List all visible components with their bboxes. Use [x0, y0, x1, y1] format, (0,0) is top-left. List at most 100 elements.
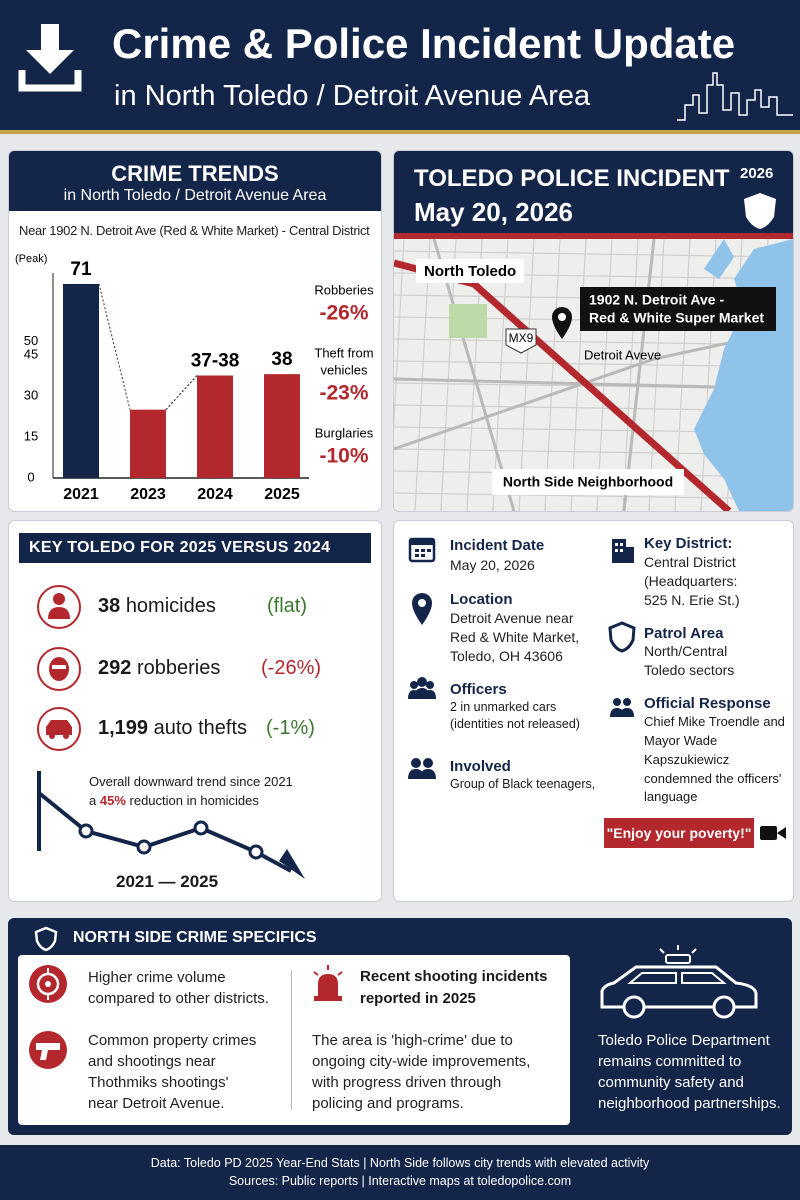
detail-line: Chief Mike Troendle and — [644, 714, 785, 729]
detail-heading: Officers — [450, 681, 507, 698]
subtitle: in North Toledo / Detroit Avenue Area — [114, 80, 591, 112]
detail-line: 2 in unmarked cars — [450, 700, 557, 714]
specifics-line: compared to other districts. — [88, 990, 269, 1007]
trend-text: reduction in homicides — [129, 793, 259, 808]
specifics-line: Thothmiks shootings' — [88, 1074, 229, 1091]
header: Crime & Police Incident Update in North … — [0, 0, 800, 130]
chart-subtitle: in North Toledo / Detroit Avenue Area — [63, 187, 327, 204]
detail-heading: Key District: — [644, 535, 733, 552]
stat-number: 1,199 — [98, 717, 149, 739]
stat-label: homicides — [125, 595, 216, 617]
street-label: Detroit Aveve — [584, 347, 661, 362]
detail-icons — [608, 539, 636, 717]
road — [394, 492, 793, 500]
download-icon — [18, 24, 82, 92]
trends-panel: CRIME TRENDS in North Toledo / Detroit A… — [8, 150, 382, 512]
detail-heading: Involved — [450, 758, 511, 775]
y-tick-label: 15 — [24, 428, 38, 443]
skyline — [677, 72, 793, 121]
area-label-box — [416, 259, 524, 283]
detail-line: Red & White Market, — [450, 629, 580, 645]
change-value: -23% — [319, 382, 368, 405]
detail-heading: Patrol Area — [644, 625, 724, 642]
footer-line: Data: Toledo PD 2025 Year-End Stats | No… — [150, 1156, 650, 1170]
stat-label: auto thefts — [153, 717, 248, 739]
route-shield — [505, 328, 537, 354]
road — [414, 239, 431, 511]
footer — [0, 1145, 800, 1200]
road — [622, 239, 656, 511]
change-label: vehicles — [321, 362, 368, 377]
map: North Toledo 1902 N. Detroit Ave - Red &… — [394, 239, 793, 511]
header-rule — [0, 130, 800, 134]
detail-heading: Official Response — [644, 695, 771, 712]
detail-line: 525 N. Erie St.) — [644, 592, 740, 608]
specifics-line: and shootings near — [88, 1053, 216, 1070]
stat-change: (-1%) — [266, 717, 315, 739]
detail-heading: Location — [450, 591, 513, 608]
trend-highlight: 45% — [99, 793, 126, 808]
change-label: Burglaries — [315, 425, 374, 440]
detail-line: Group of Black teenagers, — [450, 777, 596, 791]
police-car-icon — [600, 945, 758, 1019]
detail-icons — [408, 537, 436, 779]
neighborhood-box — [492, 469, 684, 495]
incident-header — [394, 151, 793, 233]
quote: "Enjoy your poverty!" — [606, 825, 752, 841]
bar — [264, 374, 300, 478]
x-tick-label: 2023 — [130, 486, 166, 503]
shooting-line: The area is 'high-crime' due to — [312, 1032, 513, 1049]
road — [544, 239, 561, 511]
value-label: 38 — [271, 349, 292, 370]
y-tick-label: 50 — [24, 333, 38, 348]
specifics-line: Higher crime volume — [88, 969, 226, 986]
trend-text: a 45% reduction in homicides — [89, 793, 259, 808]
specifics-title: NORTH SIDE CRIME SPECIFICS — [73, 929, 317, 946]
incident-panel: TOLEDO POLICE INCIDENT May 20, 2026 2026… — [393, 150, 794, 512]
route-label: MX9 — [509, 331, 534, 345]
trend-connector — [165, 375, 198, 411]
neighborhood-label: North Side Neighborhood — [503, 474, 673, 490]
detail-line: (identities not released) — [450, 717, 580, 731]
specifics-icons — [29, 965, 67, 1069]
specifics-line: Common property crimes — [88, 1032, 257, 1049]
change-label: Robberies — [314, 282, 374, 297]
chart-note: Near 1902 N. Detroit Ave (Red & White Ma… — [19, 223, 370, 238]
park — [449, 304, 487, 338]
trends-header — [9, 151, 381, 211]
footer-line: Sources: Public reports | Interactive ma… — [228, 1174, 572, 1188]
x-tick-label: 2021 — [63, 486, 99, 503]
divider — [291, 970, 292, 1110]
road — [394, 239, 405, 432]
x-tick-label: 2025 — [264, 486, 300, 503]
bar — [197, 375, 233, 478]
detail-line: Kapszukiewicz — [644, 752, 730, 767]
shooting-line: policing and programs. — [312, 1095, 464, 1112]
details-panel: Incident Date May 20, 2026 Location Detr… — [393, 520, 794, 902]
trend-connector — [165, 375, 198, 411]
river — [704, 239, 734, 279]
detail-line: Toledo, OH 43606 — [450, 648, 563, 664]
stat-change: (-26%) — [261, 657, 322, 679]
detail-line: Toledo sectors — [644, 662, 735, 678]
change-value: -10% — [319, 445, 368, 468]
y-tick-label: 45 — [24, 346, 38, 361]
key-stats-banner — [19, 533, 371, 563]
y-tick-label: 30 — [24, 387, 38, 402]
trend-range: 2021 — 2025 — [116, 872, 219, 891]
badge-shield — [744, 193, 776, 229]
stat-label: robberies — [136, 657, 221, 679]
y-axis-label: (Peak) — [15, 253, 47, 265]
badge-year: 2026 — [740, 165, 774, 182]
commitment-line: Toledo Police Department — [598, 1032, 770, 1049]
commitment-line: neighborhood partnerships. — [598, 1095, 781, 1112]
detail-line: May 20, 2026 — [450, 557, 535, 573]
incident-rule — [394, 233, 793, 239]
siren-icon — [313, 965, 343, 1001]
title: Crime & Police Incident Update — [112, 20, 736, 67]
road — [700, 239, 717, 511]
incident-date: May 20, 2026 — [414, 197, 574, 227]
stat-change: (flat) — [267, 595, 307, 617]
road — [492, 239, 509, 511]
